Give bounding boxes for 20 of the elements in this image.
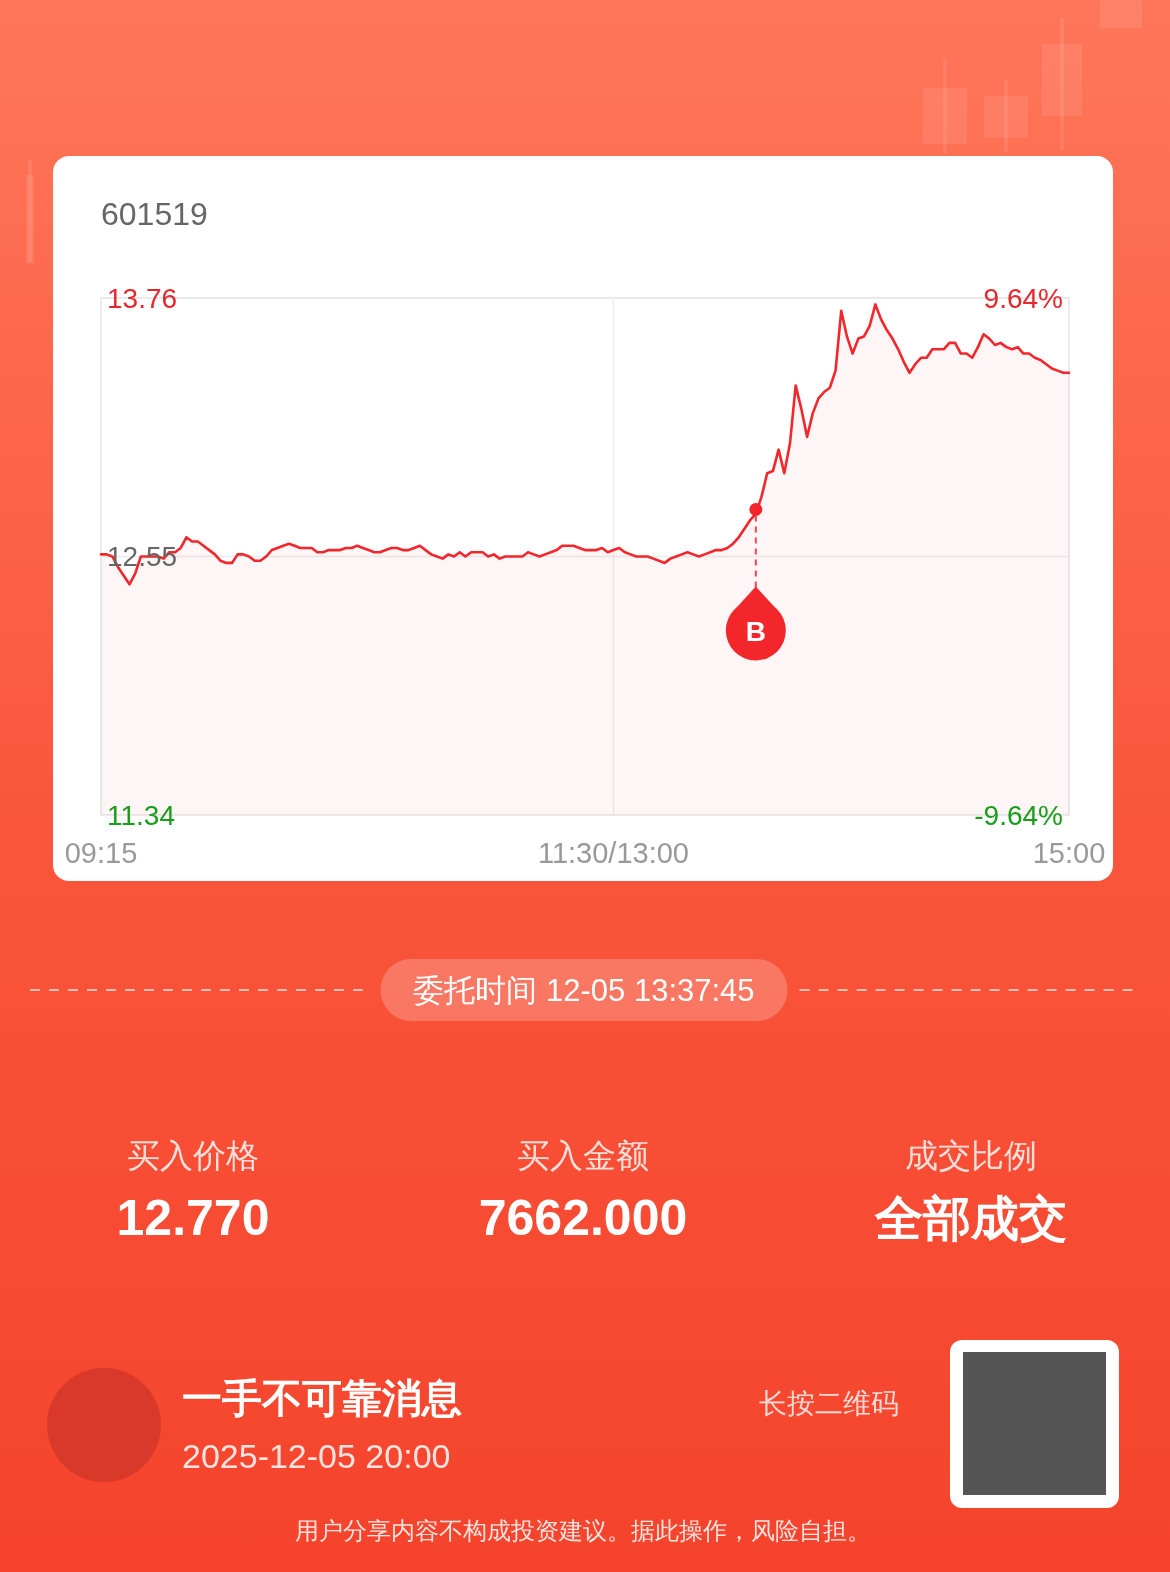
text: 买入金额 [517,1136,649,1174]
text: 12.770 [116,1190,270,1246]
text: 2025-12-05 20:00 [182,1437,451,1475]
y2-tick-label: -9.64% [974,799,1063,831]
text: 买入价格 [127,1136,259,1174]
y-tick-label: 13.76 [107,282,178,314]
x-tick-label: 11:30/13:00 [537,837,689,869]
text: 用户分享内容不构成投资建议。据此操作，风险自担。 [295,1516,871,1544]
x-tick-label: 15:00 [1032,837,1106,869]
x-tick-label: 09:15 [64,837,138,869]
text: 一手不可靠消息 [182,1376,462,1420]
text: 全部成交 [874,1191,1067,1245]
y2-tick-label: 9.64% [983,282,1063,314]
text: 长按二维码 [759,1387,899,1419]
text: 成交比例 [905,1136,1037,1174]
data-label: B [745,616,766,647]
chart-subtitle: 601519 [101,196,208,232]
text: 委托时间 12-05 13:37:45 [413,972,755,1008]
y-tick-label: 11.34 [107,799,175,831]
text: 7662.000 [478,1190,688,1246]
